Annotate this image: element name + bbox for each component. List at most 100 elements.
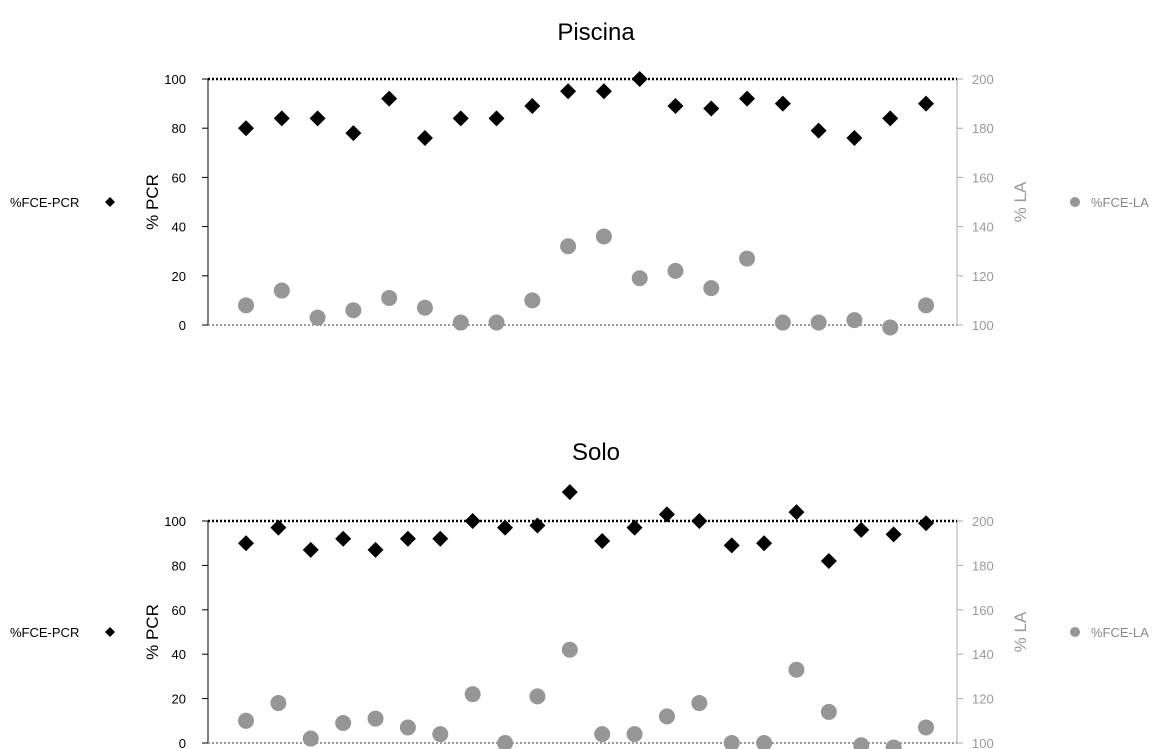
data-point-pcr: [270, 519, 287, 536]
data-point-la: [464, 686, 481, 703]
data-point-la: [667, 262, 684, 279]
y-axis-title-right: % LA: [1011, 611, 1030, 652]
data-point-pcr: [529, 517, 546, 534]
data-point-pcr: [691, 513, 708, 529]
legend-label-la: %FCE-LA: [1091, 625, 1149, 640]
data-point-la: [723, 735, 740, 749]
data-point-pcr: [853, 521, 870, 538]
data-point-pcr: [497, 519, 514, 536]
data-point-la: [273, 282, 290, 299]
right-tick-label: 160: [972, 170, 994, 185]
data-point-pcr: [788, 504, 805, 521]
right-tick-label: 200: [972, 514, 994, 529]
data-point-la: [270, 695, 287, 712]
data-point-pcr: [918, 95, 934, 112]
data-point-pcr: [367, 541, 384, 558]
y-axis-title-left: % PCR: [143, 604, 162, 660]
data-point-la: [238, 712, 254, 729]
data-point-la: [658, 708, 675, 725]
right-tick-label: 160: [972, 603, 994, 618]
data-point-la: [335, 715, 352, 732]
right-tick-label: 100: [972, 318, 994, 333]
data-point-la: [810, 314, 827, 331]
data-point-la: [309, 309, 326, 326]
left-tick-label: 80: [172, 558, 186, 573]
data-point-pcr: [561, 484, 578, 501]
data-point-la: [594, 726, 611, 743]
left-tick-label: 0: [179, 318, 186, 333]
data-point-la: [488, 314, 505, 331]
right-tick-label: 120: [972, 692, 994, 707]
data-point-la: [691, 695, 708, 712]
data-point-pcr: [774, 95, 791, 112]
data-point-pcr: [723, 537, 740, 554]
data-point-pcr: [416, 130, 433, 147]
data-point-la: [846, 312, 863, 329]
data-point-la: [595, 228, 612, 245]
data-point-pcr: [452, 110, 469, 127]
data-point-pcr: [658, 506, 675, 523]
right-tick-label: 140: [972, 220, 994, 235]
data-point-pcr: [335, 530, 352, 547]
data-point-pcr: [595, 83, 612, 100]
legend-label-pcr: %FCE-PCR: [10, 195, 79, 210]
data-point-la: [524, 292, 541, 309]
data-point-pcr: [631, 71, 648, 87]
data-point-la: [497, 735, 514, 749]
data-point-la: [367, 710, 384, 727]
data-point-la: [302, 730, 319, 747]
data-point-pcr: [345, 125, 362, 142]
data-point-pcr: [667, 98, 684, 115]
left-tick-label: 0: [179, 736, 186, 749]
legend-label-la: %FCE-LA: [1091, 195, 1149, 210]
data-point-pcr: [882, 110, 899, 127]
left-tick-label: 60: [172, 170, 186, 185]
panel-piscina: Piscina 0 20 40 60 80 100 100 120 140 160 180 200 % P…: [10, 19, 1149, 336]
data-point-la: [820, 703, 837, 720]
data-point-pcr: [626, 519, 643, 536]
left-tick-label: 100: [164, 514, 186, 529]
data-point-pcr: [703, 100, 720, 117]
data-point-la: [882, 319, 899, 336]
data-point-pcr: [238, 535, 254, 552]
right-tick-label: 100: [972, 736, 994, 749]
data-point-pcr: [885, 526, 902, 543]
data-point-pcr: [594, 532, 611, 549]
data-point-pcr: [464, 513, 481, 529]
data-point-la: [774, 314, 791, 331]
data-point-pcr: [739, 90, 756, 107]
right-tick-label: 200: [972, 72, 994, 87]
legend-marker-circle-icon: [1070, 197, 1080, 207]
legend-marker-diamond-icon: [105, 627, 115, 637]
data-point-la: [739, 250, 756, 267]
data-point-pcr: [488, 110, 505, 127]
left-tick-label: 60: [172, 603, 186, 618]
left-tick-label: 40: [172, 647, 186, 662]
left-tick-label: 100: [164, 72, 186, 87]
y-axis-title-left: % PCR: [143, 174, 162, 230]
data-point-la: [885, 739, 902, 749]
panel-solo: Solo 0 20 40 60 80 100 100 120 140 160 180 200 % PCR%…: [10, 439, 1149, 749]
data-point-pcr: [302, 541, 319, 558]
data-point-la: [788, 661, 805, 678]
chart-title: Piscina: [557, 19, 635, 46]
data-point-la: [381, 289, 398, 306]
data-point-la: [853, 737, 870, 749]
data-point-la: [918, 719, 934, 736]
data-point-la: [626, 726, 643, 743]
left-tick-label: 80: [172, 121, 186, 136]
left-tick-label: 20: [172, 269, 186, 284]
legend-marker-circle-icon: [1070, 627, 1080, 637]
data-point-la: [756, 735, 773, 749]
data-point-pcr: [560, 83, 577, 100]
data-point-pcr: [273, 110, 290, 127]
data-point-la: [399, 719, 416, 736]
data-point-pcr: [432, 530, 449, 547]
data-point-pcr: [399, 530, 416, 547]
left-tick-label: 20: [172, 692, 186, 707]
left-tick-label: 40: [172, 220, 186, 235]
data-point-pcr: [846, 130, 863, 147]
legend-label-pcr: %FCE-PCR: [10, 625, 79, 640]
data-point-la: [918, 297, 934, 314]
